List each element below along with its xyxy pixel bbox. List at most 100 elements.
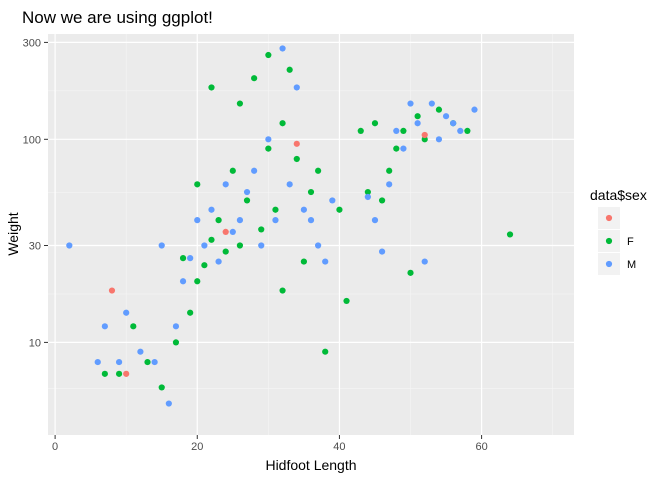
data-point — [272, 206, 279, 213]
x-tick-label: 0 — [52, 441, 58, 453]
data-point — [222, 181, 229, 188]
data-point — [144, 358, 151, 366]
data-point — [450, 120, 457, 127]
data-point — [400, 145, 407, 152]
plot-panel — [48, 34, 574, 435]
data-point — [378, 197, 386, 204]
data-point — [229, 167, 236, 174]
data-point — [343, 297, 350, 305]
data-point — [179, 278, 187, 285]
data-point — [201, 262, 208, 269]
data-point — [123, 370, 130, 377]
data-point — [115, 358, 123, 366]
x-axis-ticks: 0 20 40 60 — [52, 435, 488, 453]
data-point — [194, 278, 201, 285]
y-axis-ticks: 10 30 100 300 — [23, 37, 48, 349]
data-point — [414, 113, 421, 120]
data-point — [172, 323, 180, 330]
data-point — [123, 309, 130, 316]
data-point — [137, 348, 144, 355]
data-point — [251, 167, 258, 174]
data-point — [428, 100, 435, 107]
data-point — [208, 236, 215, 243]
data-point — [251, 75, 258, 82]
data-point — [165, 400, 172, 407]
data-point — [66, 242, 73, 249]
data-point — [300, 258, 307, 265]
data-point — [322, 258, 329, 265]
x-tick-label: 60 — [475, 441, 487, 453]
data-point — [279, 45, 286, 52]
data-point — [222, 248, 229, 255]
data-point — [115, 370, 123, 377]
data-point — [222, 228, 229, 236]
x-tick-label: 40 — [333, 441, 345, 453]
data-point — [414, 120, 421, 127]
data-point — [293, 155, 300, 163]
data-point — [336, 206, 343, 213]
data-points — [66, 45, 514, 407]
data-point — [158, 242, 165, 249]
legend-label: F — [627, 236, 634, 248]
data-point — [293, 140, 300, 147]
data-point — [229, 228, 236, 236]
data-point — [172, 339, 180, 346]
y-tick-label: 100 — [23, 134, 41, 146]
data-point — [194, 217, 201, 224]
data-point — [421, 136, 428, 143]
data-point — [108, 287, 116, 294]
data-point — [300, 206, 307, 213]
chart-title: Now we are using ggplot! — [22, 8, 213, 27]
data-point — [407, 100, 414, 107]
data-point — [364, 188, 371, 196]
data-point — [386, 181, 393, 188]
data-point — [187, 255, 194, 262]
data-point — [130, 323, 137, 330]
data-point — [101, 323, 108, 330]
data-point — [315, 242, 322, 249]
data-point — [208, 206, 215, 213]
data-point — [393, 127, 400, 135]
data-point — [407, 269, 414, 276]
data-point — [265, 51, 272, 59]
data-point — [208, 84, 215, 91]
y-tick-label: 30 — [29, 241, 41, 253]
data-point — [236, 100, 244, 107]
data-point — [258, 226, 265, 233]
data-point — [243, 188, 251, 196]
data-point — [279, 120, 286, 127]
legend-label: M — [627, 259, 636, 271]
data-point — [158, 384, 165, 391]
data-point — [265, 145, 272, 152]
data-point — [329, 197, 336, 204]
data-point — [442, 113, 450, 120]
data-point — [179, 255, 187, 262]
data-point — [471, 106, 478, 113]
data-point — [94, 358, 101, 366]
data-point — [243, 197, 251, 204]
data-point — [194, 181, 201, 188]
data-point — [371, 217, 379, 224]
data-point — [272, 217, 279, 224]
data-point — [279, 287, 286, 294]
legend-key-point — [605, 214, 613, 222]
y-tick-label: 10 — [29, 337, 41, 349]
x-tick-label: 20 — [191, 441, 203, 453]
data-point — [236, 242, 244, 249]
data-point — [464, 127, 471, 135]
data-point — [393, 145, 400, 152]
data-point — [322, 348, 329, 355]
data-point — [435, 106, 443, 113]
legend-key-point — [605, 260, 613, 268]
data-point — [506, 231, 514, 238]
data-point — [293, 84, 300, 91]
data-point — [307, 188, 315, 196]
data-point — [215, 258, 222, 265]
data-point — [265, 136, 272, 143]
data-point — [215, 217, 222, 224]
data-point — [357, 127, 364, 135]
data-point — [151, 358, 158, 366]
legend: data$sex FM — [590, 187, 647, 275]
x-axis-label: Hidfoot Length — [265, 457, 356, 473]
